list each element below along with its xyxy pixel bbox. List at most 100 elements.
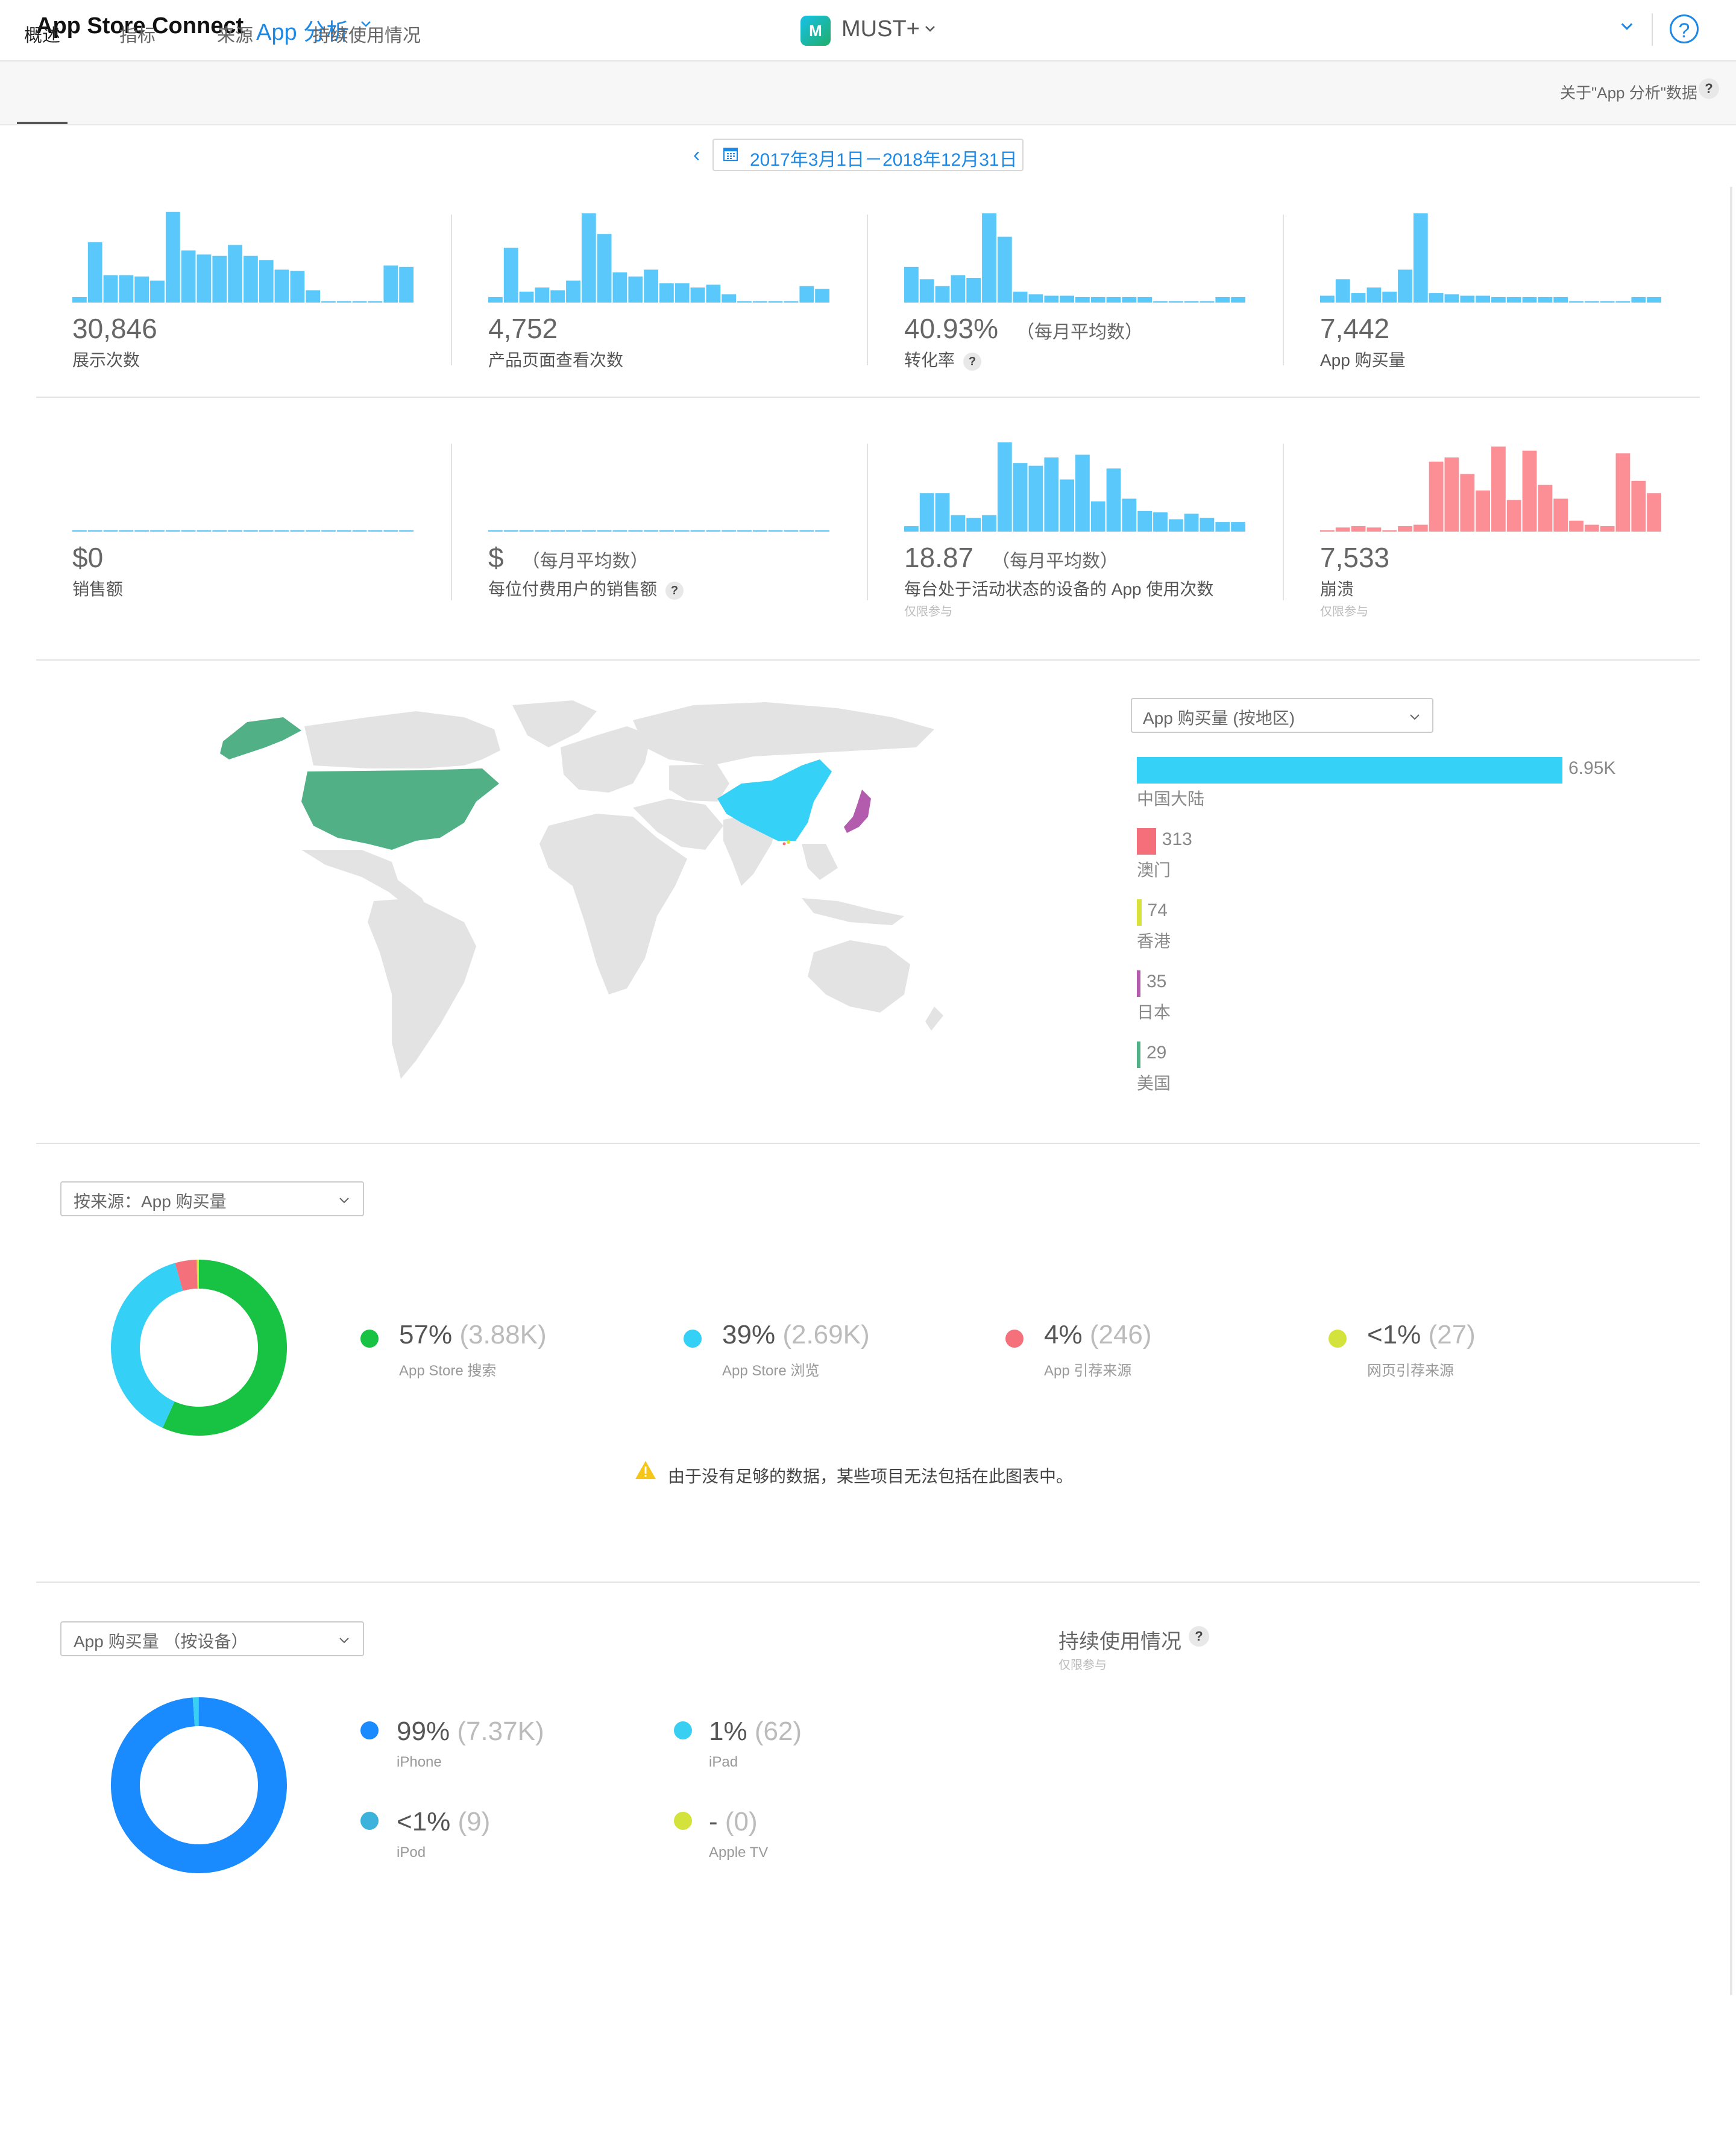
sparkline-bar — [1538, 297, 1553, 303]
metric-label: 崩溃 — [1320, 580, 1354, 598]
sparkline-bar — [737, 530, 752, 532]
legend-label: iPad — [709, 1754, 738, 1770]
calendar-icon — [723, 148, 738, 161]
region-value: 6.95K — [1568, 758, 1616, 778]
app-logo-icon[interactable]: M — [800, 16, 831, 46]
sparkline-bar — [550, 290, 565, 303]
legend-label: iPod — [397, 1844, 426, 1861]
metric-label: 销售额 — [72, 580, 124, 598]
sparkline-bar — [1320, 295, 1335, 303]
map-land-canada — [304, 711, 500, 768]
sparkline-bar — [1335, 527, 1350, 532]
sparkline-bar — [119, 275, 134, 303]
chevron-down-icon[interactable] — [338, 1633, 351, 1647]
chevron-down-icon[interactable] — [359, 17, 373, 30]
sparkline-bar — [134, 276, 149, 303]
tab-metrics[interactable]: 指标 — [119, 26, 156, 46]
conversion-help-icon[interactable]: ? — [963, 352, 982, 371]
donut-segment — [175, 1260, 198, 1291]
region-name: 香港 — [1137, 932, 1171, 950]
sparkline-bar — [1491, 297, 1506, 303]
account-chevron-down-icon[interactable] — [1619, 18, 1635, 34]
help-icon[interactable]: ? — [1670, 14, 1699, 43]
legend-value: <1% (9) — [397, 1807, 491, 1836]
sparkline-bar — [784, 301, 799, 303]
sparkline-bar — [1075, 297, 1090, 303]
tab-sources[interactable]: 来源 — [217, 26, 253, 46]
tab-bar — [0, 61, 1736, 125]
sparkline-bar — [134, 530, 149, 532]
map-divider — [36, 659, 1700, 661]
scrollbar[interactable] — [1730, 187, 1732, 1995]
sparkline-bar — [1522, 297, 1537, 303]
sparkline-bar — [290, 271, 305, 303]
module-switcher[interactable]: App 分析 — [256, 20, 350, 45]
sparkline-bar — [982, 515, 996, 532]
sparkline-bar — [306, 290, 321, 303]
region-value: 35 — [1146, 972, 1167, 991]
sparkline-bar — [675, 283, 690, 303]
sparkline-bar — [228, 245, 242, 303]
tile-divider — [451, 215, 452, 365]
retention-help-icon[interactable]: ? — [1189, 1626, 1209, 1647]
sparkline-bar — [659, 283, 674, 303]
source-metric-select[interactable] — [60, 1181, 364, 1216]
map-land-middle-east — [633, 799, 723, 850]
sparkline-bar — [690, 287, 705, 303]
sparkline-bar — [535, 530, 550, 532]
sessions-sparkline — [904, 442, 1245, 532]
sparkline-bar — [1631, 297, 1646, 303]
date-prev-arrow-icon[interactable]: ‹ — [693, 143, 700, 166]
sparkline-bar — [1553, 297, 1568, 303]
metric-value: 30,846 — [72, 313, 157, 344]
device-metric-select[interactable] — [60, 1621, 364, 1656]
chevron-down-icon[interactable] — [338, 1193, 351, 1207]
sparkline-bar — [768, 301, 783, 303]
tile-divider — [451, 444, 452, 600]
tile-divider — [1283, 444, 1284, 600]
sparkline-bar — [1090, 297, 1105, 303]
map-land-russia — [633, 702, 934, 765]
sparkline-bar — [1320, 530, 1335, 532]
sparkline-bar — [1013, 291, 1028, 303]
active-tab-underline — [17, 122, 68, 124]
map-region-china — [717, 759, 832, 841]
metric-label: 每位付费用户的销售额? — [488, 576, 684, 600]
sparkline-bar — [1231, 297, 1245, 303]
about-analytics-link[interactable]: 关于"App 分析"数据 — [1560, 84, 1697, 102]
map-land-europe — [561, 726, 651, 793]
legend-dot — [360, 1812, 379, 1830]
app-switcher[interactable]: MUST+ — [841, 16, 920, 42]
tab-retention[interactable]: 持续使用情况 — [312, 26, 421, 46]
device-metric-select-label: App 购买量 （按设备） — [74, 1632, 248, 1651]
conversion-sparkline — [904, 213, 1245, 303]
sources-donut-chart — [111, 1260, 287, 1436]
sparkline-bar — [1044, 295, 1059, 303]
sparkline-bar — [352, 530, 367, 532]
legend-label: 网页引荐来源 — [1367, 1363, 1454, 1379]
app-units-sparkline — [1320, 213, 1661, 303]
chevron-down-icon[interactable] — [923, 22, 937, 35]
about-help-icon[interactable]: ? — [1699, 78, 1719, 99]
sparkline-bar — [212, 256, 227, 303]
sparkline-bar — [1106, 468, 1121, 532]
date-range-picker[interactable] — [712, 139, 1024, 171]
brand-title[interactable]: App Store Connect — [36, 13, 244, 39]
sparkline-bar — [1060, 479, 1074, 532]
sparkline-bar — [644, 269, 658, 303]
sparkline-bar — [103, 530, 118, 532]
sparkline-bar — [1090, 501, 1105, 532]
sales-per-user-help-icon[interactable]: ? — [665, 581, 684, 600]
sparkline-bar — [1366, 287, 1382, 303]
sparkline-bar — [675, 530, 690, 532]
region-name: 中国大陆 — [1137, 790, 1205, 808]
sparkline-bar — [597, 530, 612, 532]
sparkline-bar — [306, 530, 321, 532]
sparkline-bar — [1584, 524, 1599, 532]
sparkline-bar — [1184, 301, 1199, 303]
tab-overview[interactable]: 概述 — [24, 26, 60, 46]
map-land-southeast-asia — [802, 844, 838, 880]
chevron-down-icon[interactable] — [1408, 710, 1421, 723]
sparkline-bar — [1413, 213, 1428, 303]
map-metric-select[interactable] — [1131, 698, 1433, 733]
